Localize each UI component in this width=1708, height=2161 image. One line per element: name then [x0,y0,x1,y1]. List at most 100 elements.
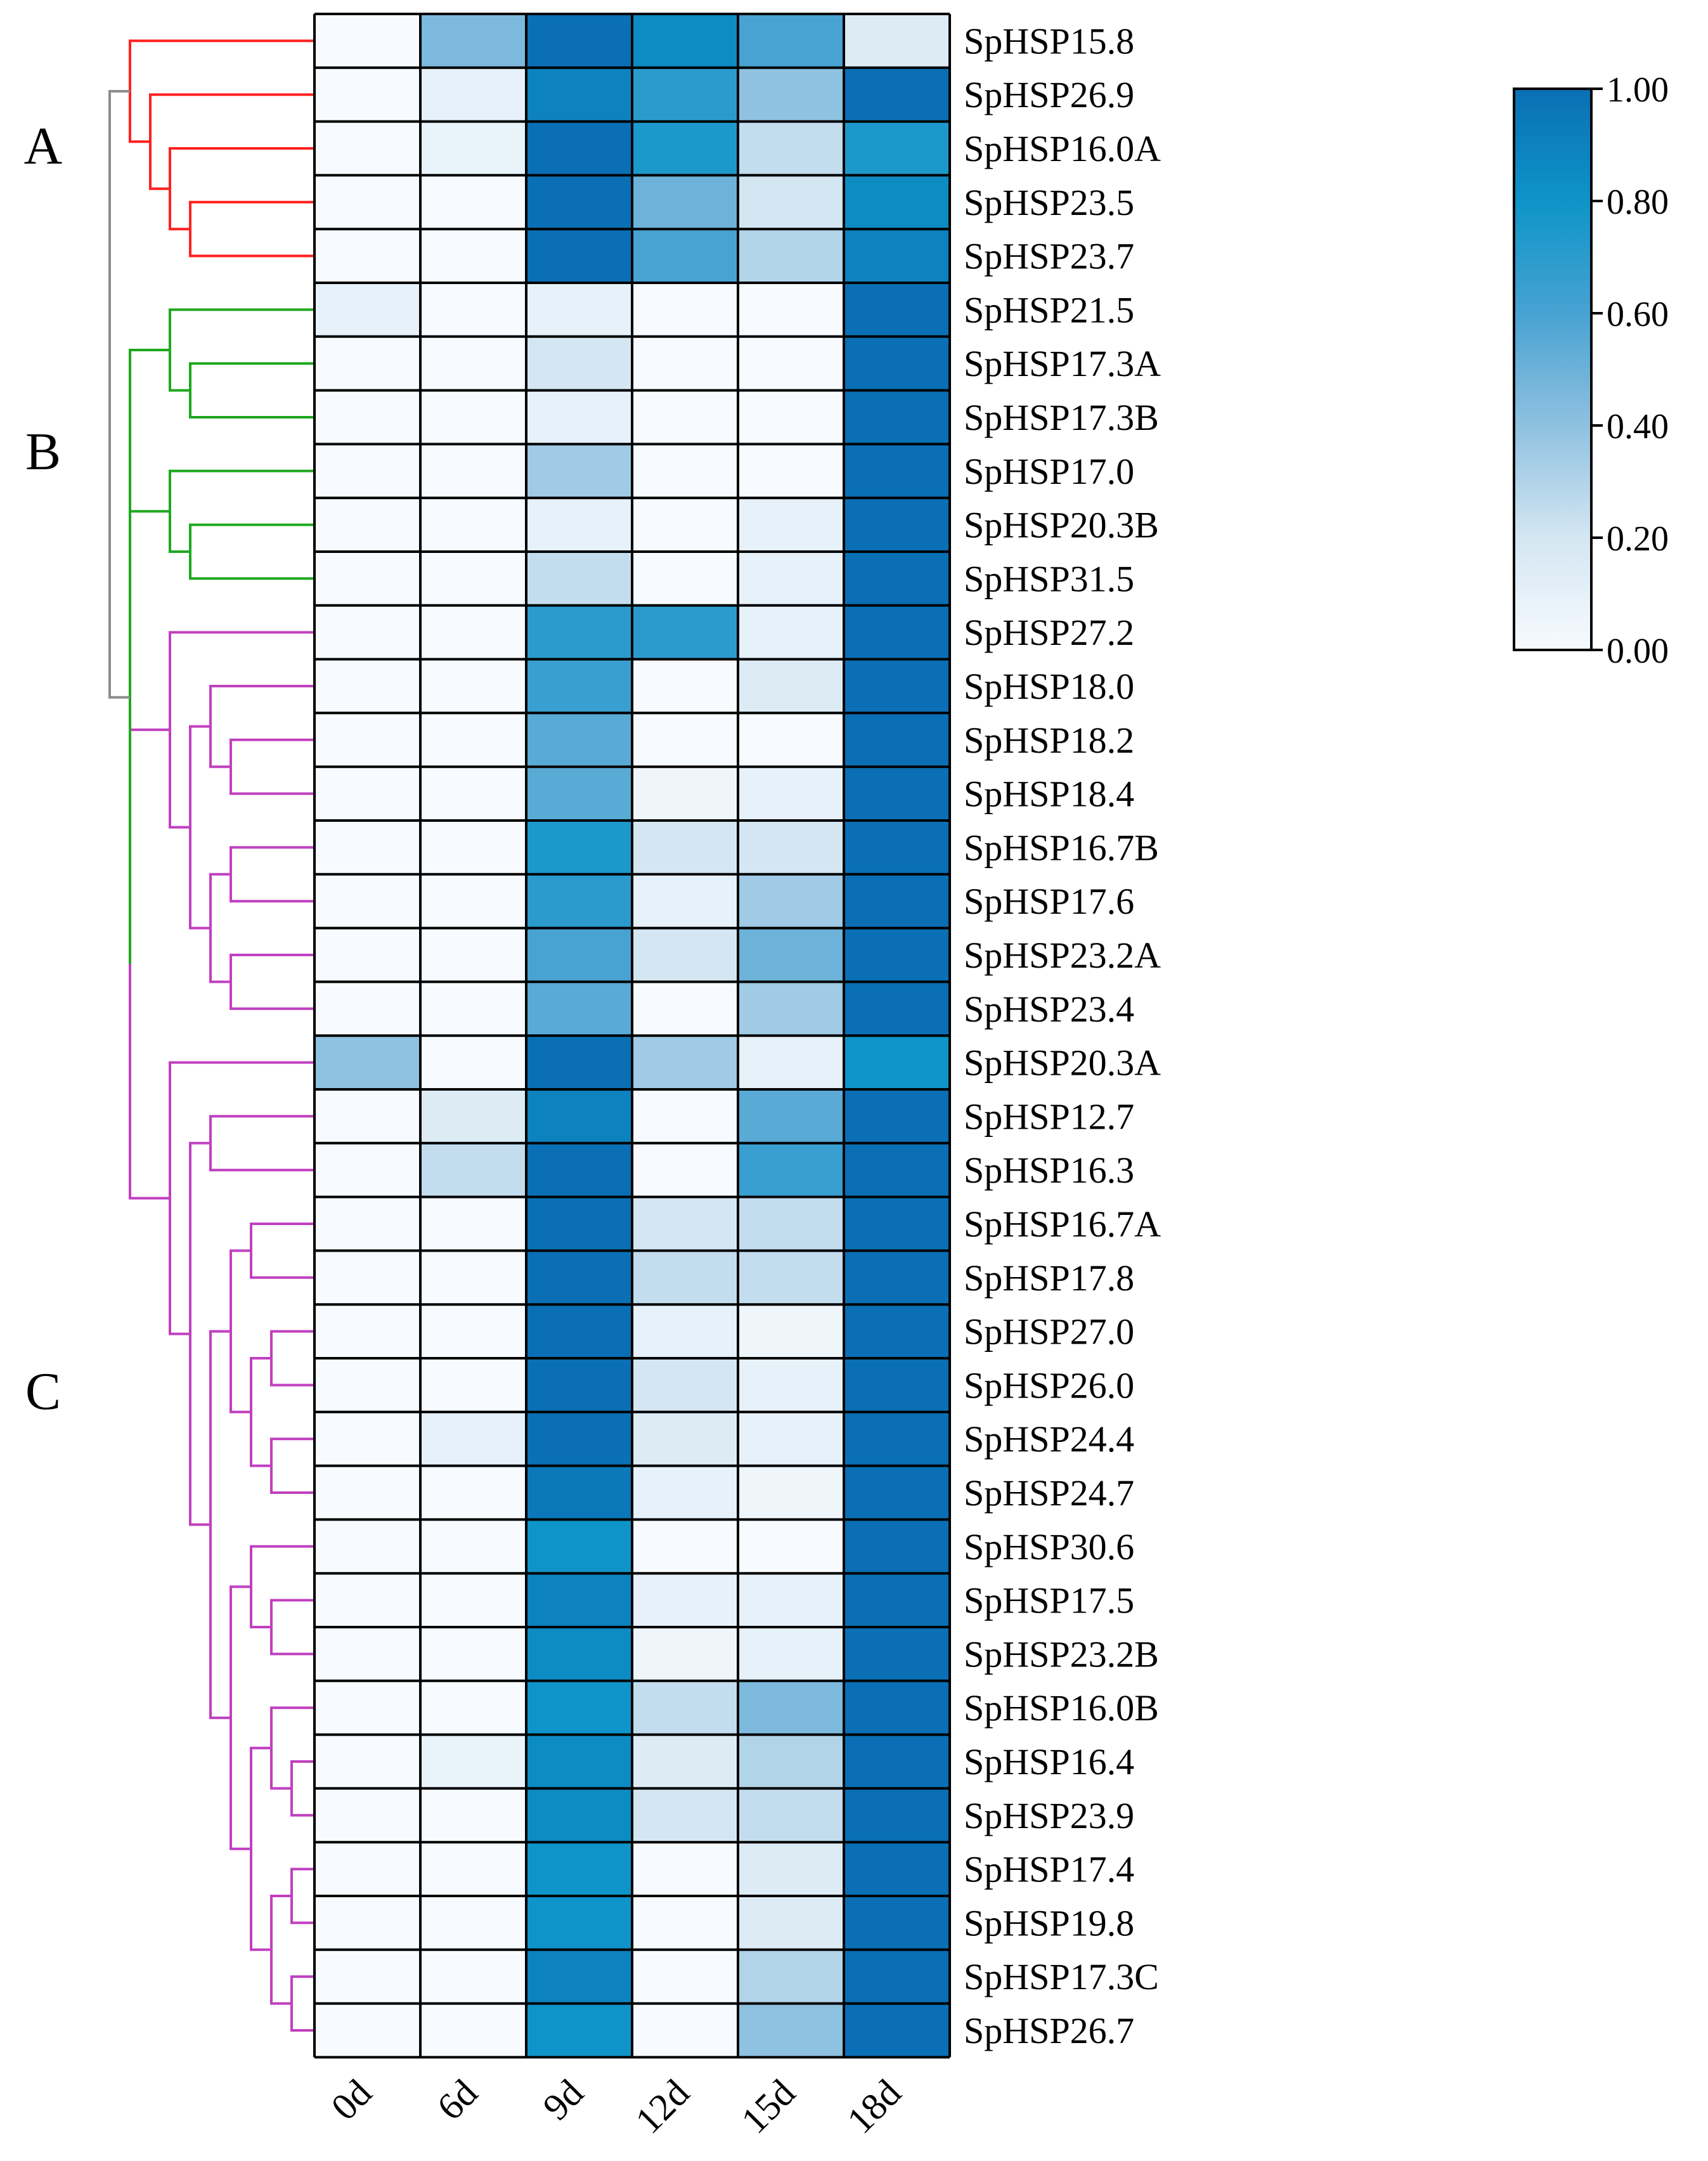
heatmap-cell [738,2003,844,2058]
heatmap-cell [314,1842,420,1896]
row-label: SpHSP17.4 [964,1849,1134,1890]
heatmap-cell [314,175,420,230]
row-label: SpHSP27.0 [964,1311,1134,1353]
heatmap-cell [632,283,738,337]
dendrogram-branch [189,523,314,580]
row-label: SpHSP26.7 [964,2010,1134,2051]
heatmap-cell [632,659,738,713]
heatmap-cell [632,767,738,821]
heatmap-cell [738,121,844,176]
heatmap-cell [738,874,844,928]
heatmap-cell [526,1197,632,1251]
heatmap-cell [738,1949,844,2004]
heatmap-cell [526,821,632,874]
heatmap-cell [632,1788,738,1843]
heatmap-cell [420,713,526,767]
heatmap-cell [844,605,950,659]
heatmap-cell [738,390,844,445]
heatmap-cell [314,390,420,445]
dendrogram-branch [169,147,314,231]
dendrogram-branch [169,308,314,392]
heatmap-cell [420,1089,526,1143]
heatmap-cell [420,67,526,122]
row-label: SpHSP23.7 [964,236,1134,277]
cluster-label: B [25,422,61,481]
heatmap-cell [526,659,632,713]
heatmap-cell [420,1465,526,1520]
heatmap-cell [526,444,632,498]
heatmap-cell [314,713,420,767]
heatmap-cell [844,283,950,337]
heatmap-cell [738,1842,844,1896]
heatmap-cell [420,14,526,68]
heatmap-cell [632,821,738,874]
colorbar-tick-label: 0.40 [1607,407,1669,446]
heatmap-cell [420,1358,526,1412]
heatmap-cell [844,175,950,230]
heatmap-cell [526,1358,632,1412]
dendrogram [108,39,314,2032]
heatmap-cell [632,1089,738,1143]
dendrogram-branch [250,1223,314,1279]
heatmap-cell [844,1519,950,1574]
row-label: SpHSP24.4 [964,1418,1134,1460]
heatmap-cell [526,2003,632,2058]
dendrogram-branch [270,1437,314,1494]
heatmap-cell [420,928,526,982]
row-label: SpHSP17.3A [964,343,1161,384]
heatmap-cell [526,1519,632,1574]
row-label: SpHSP17.5 [964,1580,1134,1621]
heatmap-cell [632,713,738,767]
row-label: SpHSP23.2B [964,1633,1159,1675]
heatmap-cell [420,821,526,874]
heatmap-cell [420,767,526,821]
row-label: SpHSP16.4 [964,1741,1134,1782]
heatmap-cell [526,1680,632,1735]
dendrogram-branch [290,1760,314,1817]
colorbar-tick-label: 0.00 [1607,632,1669,671]
heatmap-cell [844,1788,950,1843]
cluster-label: C [25,1362,61,1421]
heatmap-cell [420,605,526,659]
heatmap-cell [844,1680,950,1735]
row-label: SpHSP23.9 [964,1795,1134,1836]
heatmap-cell [420,1519,526,1574]
heatmap-cell [632,1896,738,1950]
heatmap-cell [844,928,950,982]
heatmap-cell [844,1411,950,1466]
column-label: 0d [323,2072,380,2128]
dendrogram-branch [230,738,314,795]
heatmap-cell [420,1250,526,1305]
heatmap-cell [844,444,950,498]
heatmap-cell [314,1197,420,1251]
heatmap-cell [314,67,420,122]
heatmap-cell [526,713,632,767]
heatmap-cell [314,229,420,283]
heatmap-cell [844,1250,950,1305]
heatmap-cell [844,1734,950,1789]
heatmap-cell [632,336,738,391]
heatmap-cell [526,1627,632,1681]
heatmap-cell [844,1143,950,1197]
heatmap-cell [632,552,738,606]
heatmap-cell [314,659,420,713]
heatmap-cell [844,229,950,283]
dendrogram-branch [169,1061,314,1335]
heatmap-cell [738,713,844,767]
dendrogram-branch [149,93,314,190]
heatmap-cell [844,1573,950,1627]
row-label: SpHSP20.3B [964,505,1159,546]
dendrogram-branch [230,954,314,1010]
heatmap-cell [632,605,738,659]
row-label: SpHSP17.0 [964,451,1134,492]
column-label: 15d [733,2072,803,2141]
heatmap-cell [632,1304,738,1358]
heatmap-cell [314,874,420,928]
heatmap-cell [738,1197,844,1251]
heatmap-cell [314,1089,420,1143]
heatmap-cell [632,229,738,283]
heatmap-cell [314,2003,420,2058]
heatmap-cell [632,1465,738,1520]
row-label: SpHSP17.3C [964,1956,1159,1997]
